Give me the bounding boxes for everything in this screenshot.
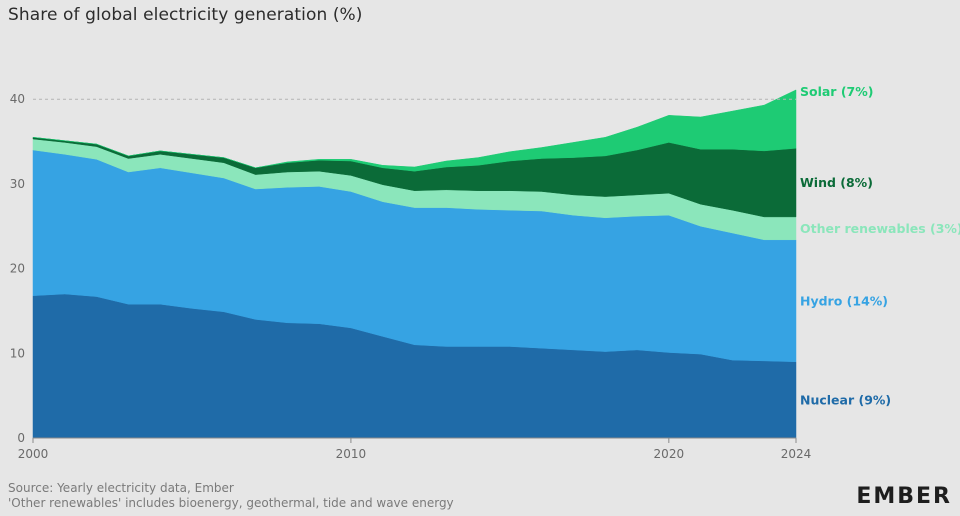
ember-logo: EMBER — [856, 484, 952, 509]
chart-title: Share of global electricity generation (… — [8, 5, 363, 25]
end-label-nuclear: Nuclear (9%) — [800, 392, 891, 407]
end-label-other-renewables: Other renewables (3%) — [800, 221, 960, 236]
series-end-labels: Nuclear (9%) Hydro (14%) Other renewables … — [800, 84, 960, 407]
y-tick-label: 40 — [10, 92, 25, 106]
y-tick-label: 0 — [17, 431, 25, 445]
x-tick-label: 2020 — [654, 447, 685, 461]
y-tick-label: 10 — [10, 346, 25, 360]
x-tick-label: 2024 — [781, 447, 812, 461]
end-label-wind: Wind (8%) — [800, 175, 873, 190]
footer: Source: Yearly electricity data, Ember '… — [8, 481, 454, 511]
series-areas — [32, 89, 797, 439]
y-tick-label: 20 — [10, 262, 25, 276]
x-tick-label: 2010 — [336, 447, 367, 461]
other-renewables-note: 'Other renewables' includes bioenergy, g… — [8, 496, 454, 510]
x-tick-label: 2000 — [18, 447, 49, 461]
area-solar — [32, 89, 797, 172]
y-tick-label: 30 — [10, 177, 25, 191]
source-note: Source: Yearly electricity data, Ember — [8, 481, 234, 495]
end-label-hydro: Hydro (14%) — [800, 293, 888, 308]
axes: 0 10 20 30 40 2000 2010 2020 2024 — [10, 92, 812, 461]
end-label-solar: Solar (7%) — [800, 84, 873, 99]
